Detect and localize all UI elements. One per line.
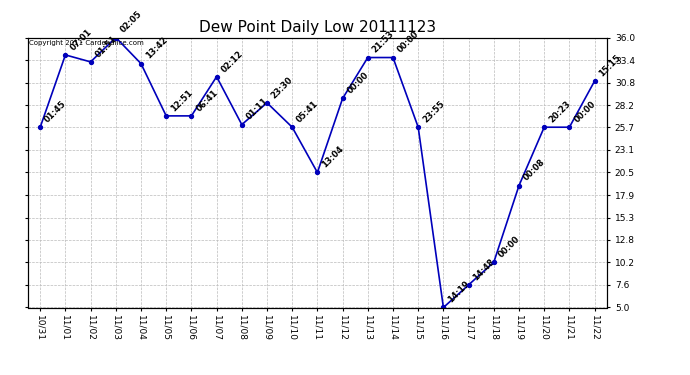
Text: 02:05: 02:05 <box>119 9 144 35</box>
Text: 00:00: 00:00 <box>497 234 522 260</box>
Point <box>236 122 247 128</box>
Text: 13:42: 13:42 <box>144 36 169 61</box>
Point <box>513 183 524 189</box>
Point <box>489 259 500 265</box>
Text: 12:51: 12:51 <box>169 88 195 113</box>
Text: 00:00: 00:00 <box>572 99 597 124</box>
Point <box>262 100 273 106</box>
Point <box>211 74 222 80</box>
Text: 23:30: 23:30 <box>270 75 295 100</box>
Text: 00:00: 00:00 <box>396 30 421 55</box>
Point <box>388 54 399 60</box>
Text: 01:11: 01:11 <box>244 96 270 122</box>
Text: 07:01: 07:01 <box>68 27 93 52</box>
Text: Copyright 2011 Cardenalice.com: Copyright 2011 Cardenalice.com <box>29 40 144 46</box>
Point <box>413 124 424 130</box>
Point <box>60 52 71 58</box>
Point <box>337 96 348 102</box>
Point <box>135 61 146 67</box>
Point <box>362 54 373 60</box>
Point <box>286 124 297 130</box>
Text: 14:19: 14:19 <box>446 279 471 305</box>
Point <box>589 78 600 84</box>
Text: 15:15: 15:15 <box>598 53 623 78</box>
Point <box>564 124 575 130</box>
Point <box>186 113 197 119</box>
Point <box>539 124 550 130</box>
Point <box>110 34 121 40</box>
Text: 20:23: 20:23 <box>547 99 572 124</box>
Text: 05:41: 05:41 <box>295 99 320 124</box>
Point <box>34 124 46 130</box>
Text: 00:08: 00:08 <box>522 158 546 183</box>
Text: 02:12: 02:12 <box>219 49 245 74</box>
Text: 01:51: 01:51 <box>93 34 119 59</box>
Point <box>438 304 449 310</box>
Text: 01:45: 01:45 <box>43 99 68 124</box>
Point <box>312 170 323 176</box>
Title: Dew Point Daily Low 20111123: Dew Point Daily Low 20111123 <box>199 20 436 35</box>
Text: 00:00: 00:00 <box>346 70 371 96</box>
Text: 06:41: 06:41 <box>194 88 219 113</box>
Point <box>85 59 96 65</box>
Text: 23:55: 23:55 <box>421 99 446 124</box>
Text: 14:48: 14:48 <box>471 257 497 282</box>
Point <box>463 282 474 288</box>
Text: 21:53: 21:53 <box>371 30 396 55</box>
Point <box>161 113 172 119</box>
Text: 13:04: 13:04 <box>320 144 346 170</box>
